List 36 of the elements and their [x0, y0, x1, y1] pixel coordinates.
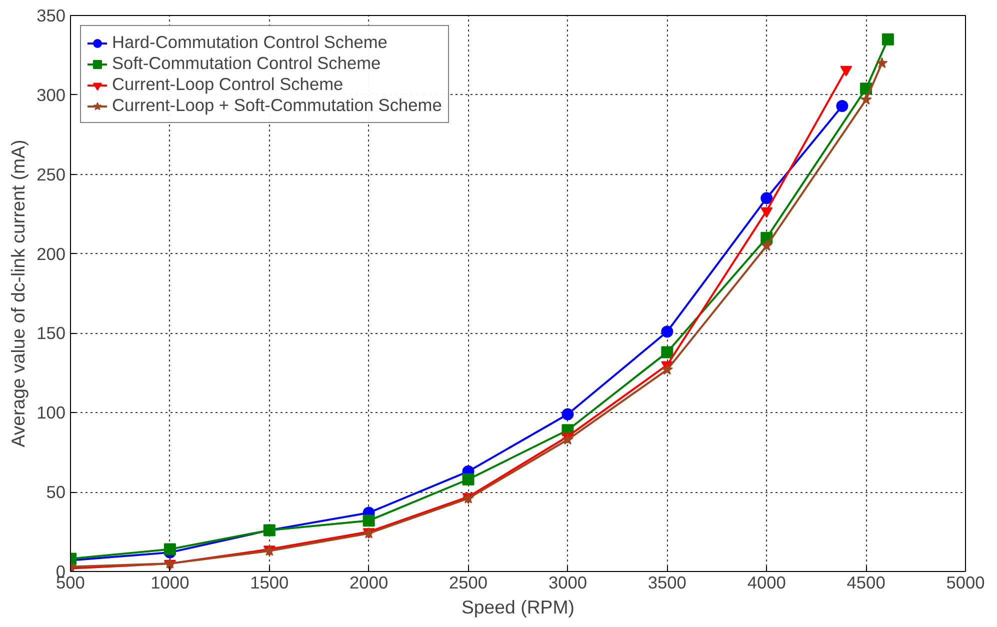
- x-tick-label: 4500: [846, 572, 886, 592]
- point: [661, 364, 673, 375]
- point: [882, 33, 894, 46]
- x-axis-title: Speed (RPM): [461, 596, 575, 618]
- point: [462, 473, 474, 486]
- point: [760, 240, 772, 251]
- x-tick-label: 3000: [548, 572, 588, 592]
- legend-label: Current-Loop + Soft-Commutation Scheme: [112, 95, 442, 116]
- x-tick-label: 2500: [449, 572, 488, 592]
- legend-label: Soft-Commutation Control Scheme: [112, 53, 381, 74]
- y-axis-title: Average value of dc-link current (mA): [8, 140, 29, 448]
- y-tick-label: 250: [36, 164, 66, 184]
- point: [661, 326, 674, 338]
- y-tick-label: 50: [46, 482, 66, 502]
- point: [760, 192, 773, 204]
- y-tick-label: 150: [36, 323, 66, 344]
- point: [860, 94, 872, 105]
- x-tick-label: 1000: [150, 572, 190, 592]
- point: [840, 66, 852, 76]
- x-tick-label: 4000: [747, 572, 786, 592]
- y-tick-label: 300: [36, 84, 66, 105]
- point: [164, 543, 176, 556]
- point: [661, 346, 674, 358]
- legend-label: Current-Loop Control Scheme: [112, 74, 344, 95]
- y-tick-label: 350: [36, 6, 66, 26]
- y-tick-label: 200: [36, 244, 66, 264]
- point: [836, 100, 848, 112]
- x-tick-label: 3500: [648, 572, 686, 592]
- x-tick-label: 1500: [250, 572, 289, 592]
- x-tick-label: 2000: [350, 572, 388, 592]
- point: [562, 408, 574, 420]
- legend-label: Hard-Commutation Control Scheme: [112, 32, 388, 53]
- point: [362, 514, 375, 527]
- point: [876, 57, 888, 68]
- x-tick-label: 5000: [946, 572, 985, 592]
- y-tick-label: 100: [36, 402, 66, 423]
